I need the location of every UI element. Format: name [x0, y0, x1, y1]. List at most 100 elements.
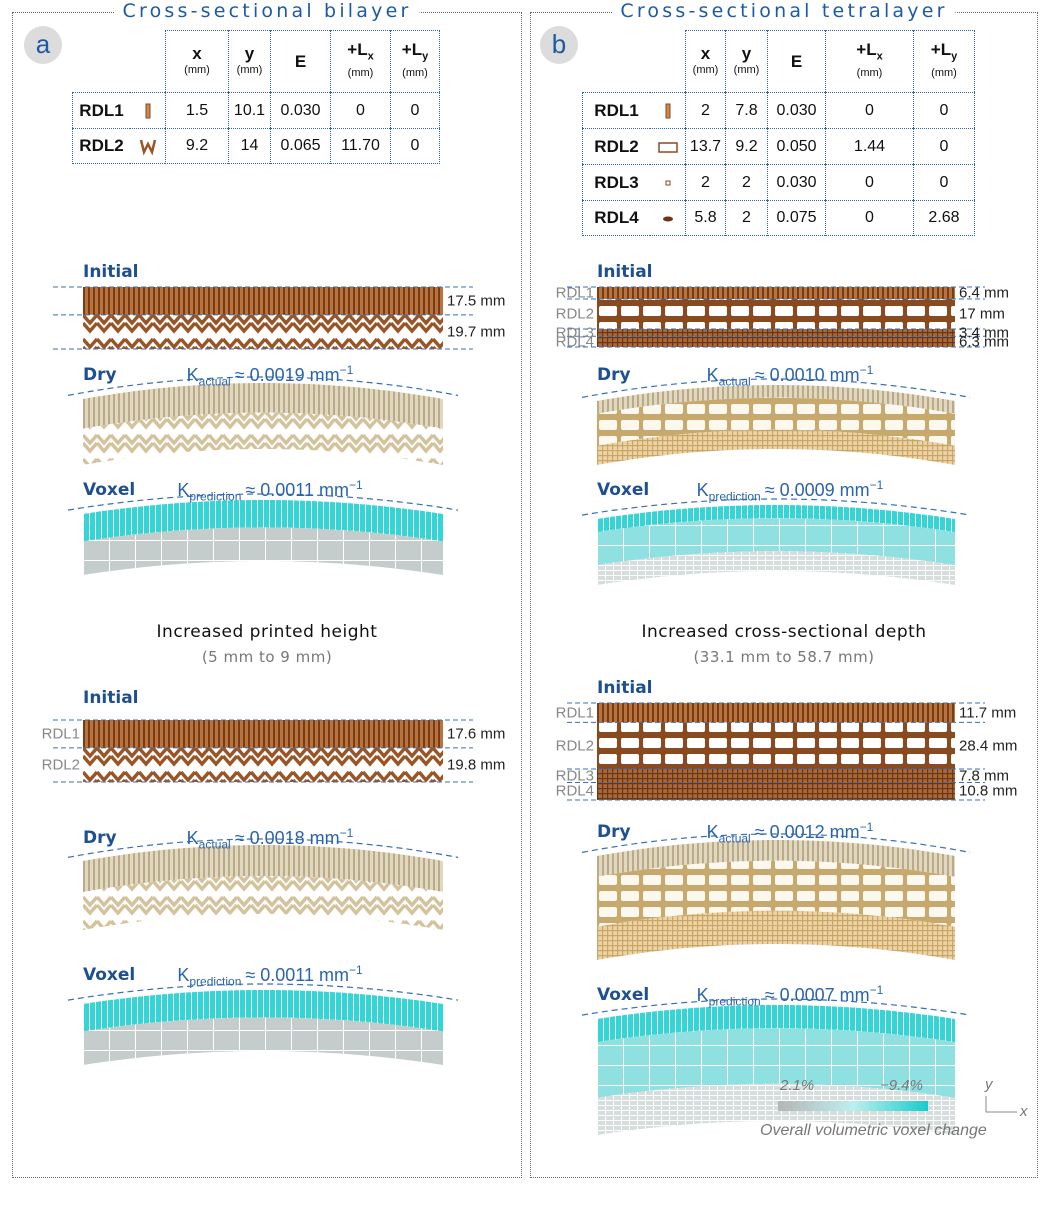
- table-cell: 9.2: [165, 128, 228, 164]
- table-cell: 14: [228, 128, 270, 164]
- variant-subtitle: (5 mm to 9 mm): [202, 648, 332, 666]
- header-unit: (mm): [402, 65, 428, 81]
- table-cell: 0: [825, 164, 913, 200]
- table-cell: 2.68: [913, 200, 975, 236]
- curvature-label: Kactual≈ 0.0018 mm−1: [187, 826, 354, 852]
- header-symbol: y: [245, 44, 254, 63]
- curvature-exponent: −1: [340, 826, 354, 840]
- row-icon: [658, 173, 678, 193]
- table-cell: 0.050: [767, 128, 825, 164]
- table-cell: 2: [685, 92, 725, 128]
- voxel-sample-image: [63, 978, 463, 1067]
- curvature-symbol: K: [177, 965, 189, 985]
- curvature-value: ≈ 0.0011 mm: [245, 965, 349, 985]
- table-cell: 9.2: [725, 128, 767, 164]
- table-cell: 0: [390, 92, 440, 128]
- layer-label: RDL1: [42, 725, 80, 742]
- header-subscript: x: [368, 51, 374, 63]
- curvature-value: ≈ 0.0007 mm: [765, 985, 870, 1005]
- table-cell: 0: [913, 92, 975, 128]
- table-cell: 0: [913, 164, 975, 200]
- table-cell: 0: [825, 92, 913, 128]
- dimension-label: 17 mm: [959, 306, 1005, 323]
- row-name: RDL3: [582, 164, 650, 200]
- curvature-value: ≈ 0.0009 mm: [765, 480, 870, 500]
- table-header: +Ly(mm): [390, 30, 440, 92]
- header-symbol: x: [192, 44, 201, 63]
- curvature-symbol: K: [697, 985, 709, 1005]
- table-cell: 1.44: [825, 128, 913, 164]
- curvature-subscript: actual: [199, 838, 231, 852]
- header-unit: (mm): [931, 65, 957, 81]
- sample-layer: [83, 527, 443, 575]
- dimension-label: 6.4 mm: [959, 285, 1009, 302]
- table-header: +Lx(mm): [825, 30, 913, 92]
- layer-boundaries: [567, 701, 1015, 802]
- variant-title: Increased cross-sectional depth: [641, 622, 926, 642]
- header-subscript: y: [422, 51, 428, 63]
- dimension-label: 17.5 mm: [447, 292, 505, 309]
- dimension-label: 19.7 mm: [447, 323, 505, 340]
- row-icon-cell: [650, 92, 685, 128]
- header-symbol: +L: [856, 40, 876, 59]
- sample-layer: [83, 1017, 443, 1065]
- header-subscript: y: [951, 51, 957, 63]
- table-cell: 0.065: [270, 128, 330, 164]
- axis-corner: [986, 1096, 1017, 1112]
- header-unit: (mm): [184, 62, 210, 78]
- colorbar-fill: [778, 1101, 928, 1111]
- layer-label: RDL4: [556, 783, 594, 800]
- header-label: +Lx: [347, 42, 373, 64]
- header-symbol: y: [742, 44, 751, 63]
- curvature-exponent: −1: [860, 363, 874, 377]
- row-icon-cell: [130, 128, 165, 164]
- variant-subtitle: (33.1 mm to 58.7 mm): [693, 648, 874, 666]
- curvature-subscript: prediction: [709, 995, 761, 1009]
- header-subscript: x: [877, 51, 883, 63]
- table-cell: 0: [390, 128, 440, 164]
- header-label: y: [742, 46, 751, 62]
- header-symbol: x: [701, 44, 710, 63]
- table-cell: 1.5: [165, 92, 228, 128]
- curvature-value: ≈ 0.0010 mm: [755, 365, 860, 385]
- curvature-symbol: K: [707, 822, 719, 842]
- table-cell: 13.7: [685, 128, 725, 164]
- voxel-sample-image: [577, 493, 975, 587]
- layer-label: RDL2: [556, 306, 594, 323]
- curvature-subscript: prediction: [189, 490, 241, 504]
- curvature-symbol: K: [187, 365, 199, 385]
- curvature-exponent: −1: [349, 478, 363, 492]
- table-cell: 2: [725, 164, 767, 200]
- header-label: E: [295, 54, 306, 70]
- table-cell: 11.70: [330, 128, 390, 164]
- curvature-subscript: actual: [199, 375, 231, 389]
- row-icon: [138, 101, 158, 121]
- legend-caption: Overall volumetric voxel change: [760, 1122, 987, 1140]
- curvature-subscript: prediction: [709, 490, 761, 504]
- curvature-exponent: −1: [860, 820, 874, 834]
- sample-layer: [83, 413, 443, 465]
- curvature-subscript: actual: [719, 375, 751, 389]
- section-heading: Initial: [83, 688, 139, 708]
- dimension-label: 7.8 mm: [959, 767, 1009, 784]
- layer-label: RDL2: [556, 737, 594, 754]
- header-label: x: [701, 46, 710, 62]
- table-cell: 7.8: [725, 92, 767, 128]
- curvature-label: Kprediction≈ 0.0007 mm−1: [697, 983, 884, 1009]
- header-symbol: +L: [347, 40, 367, 59]
- row-icon: [658, 101, 678, 121]
- curvature-subscript: actual: [719, 832, 751, 846]
- figure: Cross-sectional bilayerax(mm)y(mm)E+Lx(m…: [0, 0, 1048, 1228]
- row-name: RDL2: [582, 128, 650, 164]
- table-cell: 0.075: [767, 200, 825, 236]
- panel-label: b: [540, 26, 578, 64]
- layer-label: RDL2: [42, 756, 80, 773]
- curvature-exponent: −1: [349, 963, 363, 977]
- curvature-exponent: −1: [870, 478, 884, 492]
- curvature-value: ≈ 0.0011 mm: [245, 480, 349, 500]
- header-label: +Ly: [402, 42, 428, 64]
- row-icon-cell: [650, 200, 685, 236]
- dry-sample-image: [577, 828, 975, 962]
- table-cell: 2: [685, 164, 725, 200]
- legend-min: 2.1%: [780, 1077, 814, 1094]
